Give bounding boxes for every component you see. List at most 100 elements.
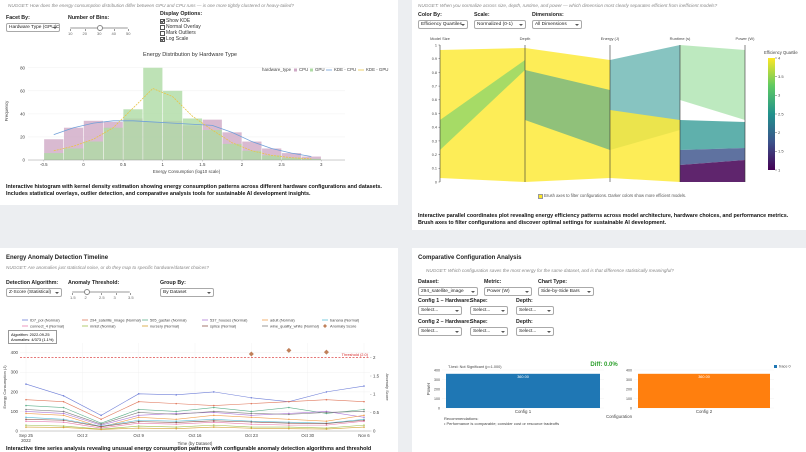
y-tick-label: 200 xyxy=(626,387,632,391)
dropdown[interactable]: Hardware Type (GPU/CPU) xyxy=(6,23,60,32)
slider-handle[interactable] xyxy=(84,289,90,296)
series-point xyxy=(250,423,253,425)
series-point xyxy=(325,428,328,430)
series-point xyxy=(250,410,253,413)
y-tick-label: 400 xyxy=(434,368,440,372)
x-tick-label: 1.5 xyxy=(199,162,206,167)
dropdown[interactable]: Normalized (0-1) xyxy=(474,20,526,29)
legend-swatch xyxy=(323,324,327,328)
y2-tick-label: 0.5 xyxy=(373,410,380,415)
checkbox-label: Show KDE xyxy=(166,18,191,24)
colorbar xyxy=(768,58,775,170)
dropdown[interactable]: Select... xyxy=(470,306,508,315)
series-point xyxy=(212,418,215,421)
axis-tick-label: 0.2 xyxy=(432,153,437,157)
legend-label: ID7_pol (Normal) xyxy=(30,317,60,322)
series-point xyxy=(212,414,215,417)
x-tick-label: Oct 16 xyxy=(189,433,202,438)
y-tick-label: 400 xyxy=(11,350,19,355)
test-label: T-test: Not Significant (p=1.000) xyxy=(448,365,502,369)
control-label: Group By: xyxy=(160,280,186,286)
chart: 0 100 200 300 400 360.00 Config 1 0 100 200 300 400… xyxy=(426,362,791,426)
series-point xyxy=(325,398,328,401)
series-point xyxy=(100,414,102,417)
bar xyxy=(262,155,282,160)
dropdown[interactable]: Power (W) xyxy=(484,287,532,296)
bar xyxy=(301,158,321,160)
legend-label: 294_satellite_image (Normal) xyxy=(90,317,142,322)
dropdown[interactable]: Select... xyxy=(418,327,462,336)
axis-tick-label: 0 xyxy=(435,180,437,184)
dropdown[interactable]: Select... xyxy=(516,306,554,315)
nugget: NUGGET: Are anomalies just statistical n… xyxy=(6,265,209,270)
parallel-chart: Model Size Depth Energy (J) Runtime (s) Powe… xyxy=(430,36,798,184)
control-label: Config 1 – Hardware: xyxy=(418,298,471,304)
y2-axis-label: Anomaly Score xyxy=(385,373,390,401)
checkbox[interactable] xyxy=(160,25,165,30)
checkbox[interactable] xyxy=(160,19,165,24)
legend-label: KDE - GPU xyxy=(366,67,388,72)
chart: ID7_pol (Normal) 294_satellite_image (Nor… xyxy=(2,317,390,446)
dropdown[interactable]: All Dimensions xyxy=(532,20,582,29)
series-point xyxy=(100,423,102,425)
series-line xyxy=(25,424,365,430)
series-point xyxy=(212,420,215,422)
threshold-label: Threshold (2.0) xyxy=(342,352,369,357)
colorbar-tick-label: 1.5 xyxy=(778,149,784,154)
dropdown[interactable]: Select... xyxy=(418,306,462,315)
y-tick-label: 300 xyxy=(11,370,19,375)
series-point xyxy=(137,425,140,427)
bar xyxy=(202,130,222,160)
parallel-panel: Model Size Depth Energy (J) Runtime (s) Powe… xyxy=(412,0,806,230)
x-tick-label: 2.5 xyxy=(279,162,286,167)
description: Interactive histogram with kernel densit… xyxy=(6,184,382,197)
x-axis-label: Time (by Dataset) xyxy=(178,441,213,446)
control-label: Facet By: xyxy=(6,15,30,21)
checkbox-label: Log Scale xyxy=(166,36,189,42)
dropdown[interactable]: Select... xyxy=(516,327,554,336)
series-point xyxy=(62,410,65,413)
series-point xyxy=(212,426,215,428)
control-label: Dimensions: xyxy=(532,12,564,18)
checkbox[interactable] xyxy=(160,37,165,42)
legend-label: trace 0 xyxy=(779,365,791,369)
y-tick-label: 0 xyxy=(438,406,440,410)
comparison-panel: 0 100 200 300 400 360.00 Config 1 0 100 200 300 400… xyxy=(412,248,806,452)
dropdown[interactable]: Select... xyxy=(470,327,508,336)
y-axis-label: Power xyxy=(426,382,431,395)
dropdown[interactable]: Side-by-Side Bars xyxy=(538,287,594,296)
y-tick-label: 100 xyxy=(434,397,440,401)
y-axis-label: Energy Consumption (J) xyxy=(2,365,7,409)
value-label: 360.00 xyxy=(698,375,710,379)
control-label: Depth: xyxy=(516,319,533,325)
series-point xyxy=(137,414,140,417)
nugget: NUGGET: When you normalize across size, … xyxy=(418,3,718,8)
y-tick-label: 40 xyxy=(20,111,25,116)
legend-label: 537_houses (Normal) xyxy=(210,317,248,322)
bar xyxy=(143,67,163,160)
series-point xyxy=(137,420,140,423)
x-tick-label: Config 1 xyxy=(515,409,532,414)
series-point xyxy=(288,413,290,416)
series-point xyxy=(137,411,140,414)
checkbox[interactable] xyxy=(160,31,165,36)
x-tick-label: Config 2 xyxy=(696,409,713,414)
series-line xyxy=(25,383,365,416)
slider-tick xyxy=(70,29,71,31)
x-axis-label: Energy Consumption (log10 scale) xyxy=(153,169,221,174)
series-point xyxy=(212,410,215,413)
dropdown[interactable]: 294_satellite_image xyxy=(418,287,478,296)
control-label: Dataset: xyxy=(418,279,439,285)
dropdown[interactable]: Z-Score (Statistical) xyxy=(6,288,62,297)
series-point xyxy=(175,394,178,396)
series-point xyxy=(62,425,65,427)
x-tick-label: Nov 6 xyxy=(358,433,370,438)
dropdown[interactable]: Efficiency Quartiles xyxy=(418,20,468,29)
dropdown[interactable]: By Dataset xyxy=(160,288,214,297)
x-tick-label: 0 xyxy=(82,162,85,167)
slider-handle[interactable] xyxy=(96,25,103,32)
series-point xyxy=(175,410,178,413)
slider-track[interactable] xyxy=(72,291,130,293)
bar xyxy=(281,157,302,160)
legend-label: KDE - CPU xyxy=(334,67,356,72)
